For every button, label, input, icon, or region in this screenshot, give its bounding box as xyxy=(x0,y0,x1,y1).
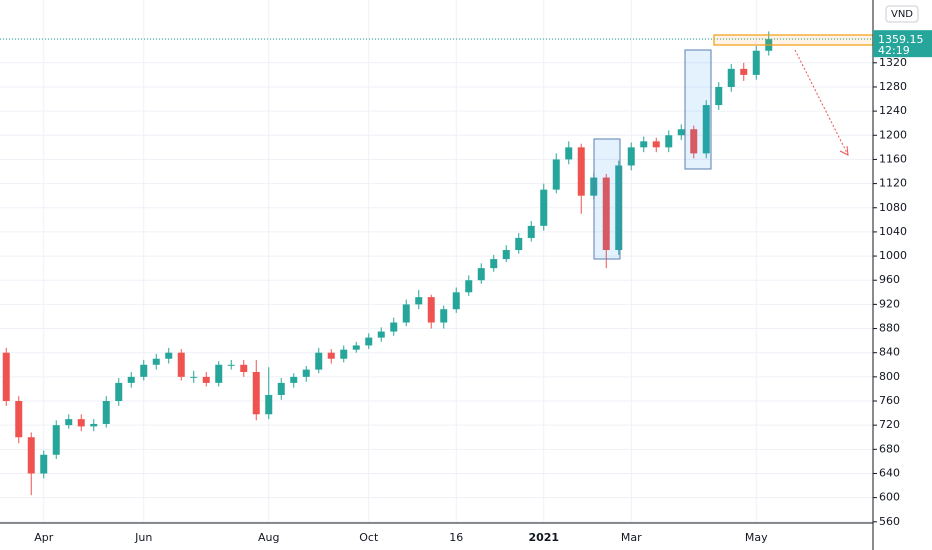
y-tick-label: 1000 xyxy=(879,249,907,262)
candle-body xyxy=(127,376,135,383)
candle-body xyxy=(702,105,710,154)
candle-body xyxy=(740,68,748,75)
candle-body xyxy=(427,297,435,323)
candle-body xyxy=(440,309,448,323)
y-tick-label: 1160 xyxy=(879,152,907,165)
resistance-box xyxy=(713,34,874,46)
candle-body xyxy=(402,304,410,323)
x-tick-label: May xyxy=(745,531,768,544)
candle-body xyxy=(615,165,623,251)
candle-body xyxy=(577,147,585,196)
candle-body xyxy=(277,382,285,395)
y-tick-label: 920 xyxy=(879,297,900,310)
candle-body xyxy=(665,135,673,148)
candle-body xyxy=(252,372,260,415)
candle-body xyxy=(327,352,335,359)
y-tick-label: 640 xyxy=(879,466,900,479)
x-tick-label: Mar xyxy=(621,531,642,544)
candle-body xyxy=(715,86,723,106)
y-tick-label: 960 xyxy=(879,273,900,286)
y-tick-label: 1320 xyxy=(879,56,907,69)
x-tick-label: 16 xyxy=(449,531,463,544)
candle-body xyxy=(490,259,498,269)
x-tick-label: 2021 xyxy=(528,531,559,544)
y-tick-label: 1240 xyxy=(879,104,907,117)
candle-body xyxy=(565,147,573,160)
x-tick-label: Jun xyxy=(134,531,152,544)
candle-body xyxy=(302,369,310,377)
y-tick-label: 880 xyxy=(879,322,900,335)
x-tick-label: Oct xyxy=(359,531,379,544)
countdown: 42:19 xyxy=(878,44,910,57)
candle-body xyxy=(102,401,110,424)
candle-body xyxy=(290,376,298,383)
trend-arrow xyxy=(794,49,849,156)
candle-body xyxy=(177,352,185,377)
candle-body xyxy=(52,425,60,455)
candle-body xyxy=(752,50,760,75)
candle-body xyxy=(627,147,635,166)
candle-body xyxy=(340,349,348,359)
candle-body xyxy=(202,376,210,383)
x-tick-label: Apr xyxy=(34,531,54,544)
candle-body xyxy=(690,129,698,154)
candle-body xyxy=(527,225,535,238)
candle-body xyxy=(315,352,323,370)
arrow-head xyxy=(839,145,849,156)
y-tick-label: 1080 xyxy=(879,201,907,214)
candle-body xyxy=(152,358,160,365)
y-tick-label: 680 xyxy=(879,442,900,455)
y-tick-label: 840 xyxy=(879,346,900,359)
candle-body xyxy=(365,337,373,346)
y-tick-label: 1200 xyxy=(879,128,907,141)
candle-body xyxy=(240,364,248,373)
candle-body xyxy=(677,129,685,136)
last-price-label: 1359.15 xyxy=(878,33,924,46)
candle-body xyxy=(502,250,510,260)
highlight-box xyxy=(593,138,621,260)
candle-body xyxy=(90,423,98,427)
y-tick-label: 600 xyxy=(879,491,900,504)
candle-body xyxy=(390,322,398,332)
candle-body xyxy=(115,382,123,402)
candle-body xyxy=(27,437,35,474)
candle-body xyxy=(727,68,735,87)
y-tick-label: 1040 xyxy=(879,225,907,238)
candle-body xyxy=(515,237,523,251)
candle-body xyxy=(190,376,198,378)
candle-body xyxy=(265,394,273,415)
candle-body xyxy=(540,189,548,226)
candle-body xyxy=(377,331,385,338)
candle-body xyxy=(465,280,473,293)
candle-body xyxy=(352,345,360,350)
y-tick-label: 720 xyxy=(879,418,900,431)
candle-body xyxy=(2,352,10,402)
candle-body xyxy=(227,364,235,366)
candle-body xyxy=(552,159,560,190)
candle-body xyxy=(40,454,48,474)
candle-body xyxy=(452,292,460,310)
candle-body xyxy=(165,352,173,359)
candle-body xyxy=(640,141,648,148)
highlight-box xyxy=(684,49,712,170)
y-tick-label: 1280 xyxy=(879,80,907,93)
candle-body xyxy=(652,141,660,148)
currency-badge xyxy=(885,5,919,23)
candle-body xyxy=(140,364,148,377)
y-tick-label: 560 xyxy=(879,515,900,528)
y-tick-label: 1120 xyxy=(879,177,907,190)
currency: VND xyxy=(891,9,913,20)
candle-body xyxy=(215,364,223,383)
candle-body xyxy=(602,177,610,251)
candle-body xyxy=(77,419,85,427)
candle-body xyxy=(477,268,485,281)
last-price-badge xyxy=(873,30,932,58)
candle-body xyxy=(415,297,423,305)
candle-body xyxy=(15,401,23,438)
y-tick-label: 760 xyxy=(879,394,900,407)
x-tick-label: Aug xyxy=(258,531,279,544)
y-tick-label: 800 xyxy=(879,370,900,383)
candle-body xyxy=(65,419,73,426)
